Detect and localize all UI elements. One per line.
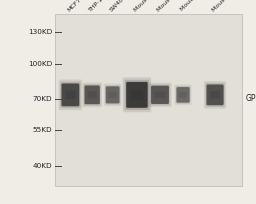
FancyBboxPatch shape	[65, 91, 76, 99]
Text: MCF7: MCF7	[67, 0, 83, 12]
Text: 130KD: 130KD	[28, 29, 52, 35]
FancyBboxPatch shape	[126, 82, 148, 108]
FancyBboxPatch shape	[59, 80, 82, 110]
FancyBboxPatch shape	[204, 81, 226, 109]
FancyBboxPatch shape	[179, 92, 187, 98]
Text: 70KD: 70KD	[33, 96, 52, 102]
FancyBboxPatch shape	[84, 85, 100, 104]
Text: 100KD: 100KD	[28, 61, 52, 67]
FancyBboxPatch shape	[155, 91, 165, 98]
FancyBboxPatch shape	[106, 86, 120, 103]
FancyBboxPatch shape	[125, 80, 149, 110]
FancyBboxPatch shape	[131, 90, 143, 100]
FancyBboxPatch shape	[109, 92, 117, 98]
Text: Mouse liver: Mouse liver	[156, 0, 186, 12]
FancyBboxPatch shape	[205, 83, 225, 107]
FancyBboxPatch shape	[83, 84, 101, 106]
FancyBboxPatch shape	[207, 85, 223, 105]
FancyBboxPatch shape	[175, 84, 191, 105]
Text: 40KD: 40KD	[33, 163, 52, 169]
Text: THP-1: THP-1	[89, 0, 105, 12]
FancyBboxPatch shape	[151, 86, 169, 104]
FancyBboxPatch shape	[61, 83, 79, 106]
FancyBboxPatch shape	[151, 86, 169, 104]
FancyBboxPatch shape	[123, 77, 151, 112]
FancyBboxPatch shape	[85, 86, 100, 104]
Text: Mouse brain: Mouse brain	[211, 0, 242, 12]
FancyBboxPatch shape	[104, 84, 121, 106]
Text: GPD2: GPD2	[246, 94, 256, 103]
Text: 55KD: 55KD	[33, 126, 52, 133]
FancyBboxPatch shape	[105, 85, 120, 105]
FancyBboxPatch shape	[176, 86, 190, 104]
FancyBboxPatch shape	[106, 86, 119, 103]
FancyBboxPatch shape	[206, 84, 224, 105]
Text: Mouse skeletal muscle: Mouse skeletal muscle	[133, 0, 187, 12]
FancyBboxPatch shape	[210, 91, 220, 99]
FancyBboxPatch shape	[62, 84, 79, 106]
FancyBboxPatch shape	[150, 84, 170, 105]
FancyBboxPatch shape	[176, 87, 190, 103]
Text: SW480: SW480	[109, 0, 128, 12]
FancyBboxPatch shape	[82, 82, 102, 107]
FancyBboxPatch shape	[60, 82, 81, 108]
FancyBboxPatch shape	[88, 91, 97, 98]
FancyBboxPatch shape	[177, 87, 189, 102]
FancyBboxPatch shape	[148, 83, 172, 107]
Text: Mouse pancreas: Mouse pancreas	[179, 0, 219, 12]
FancyBboxPatch shape	[126, 82, 147, 108]
Bar	[55, 14, 242, 186]
